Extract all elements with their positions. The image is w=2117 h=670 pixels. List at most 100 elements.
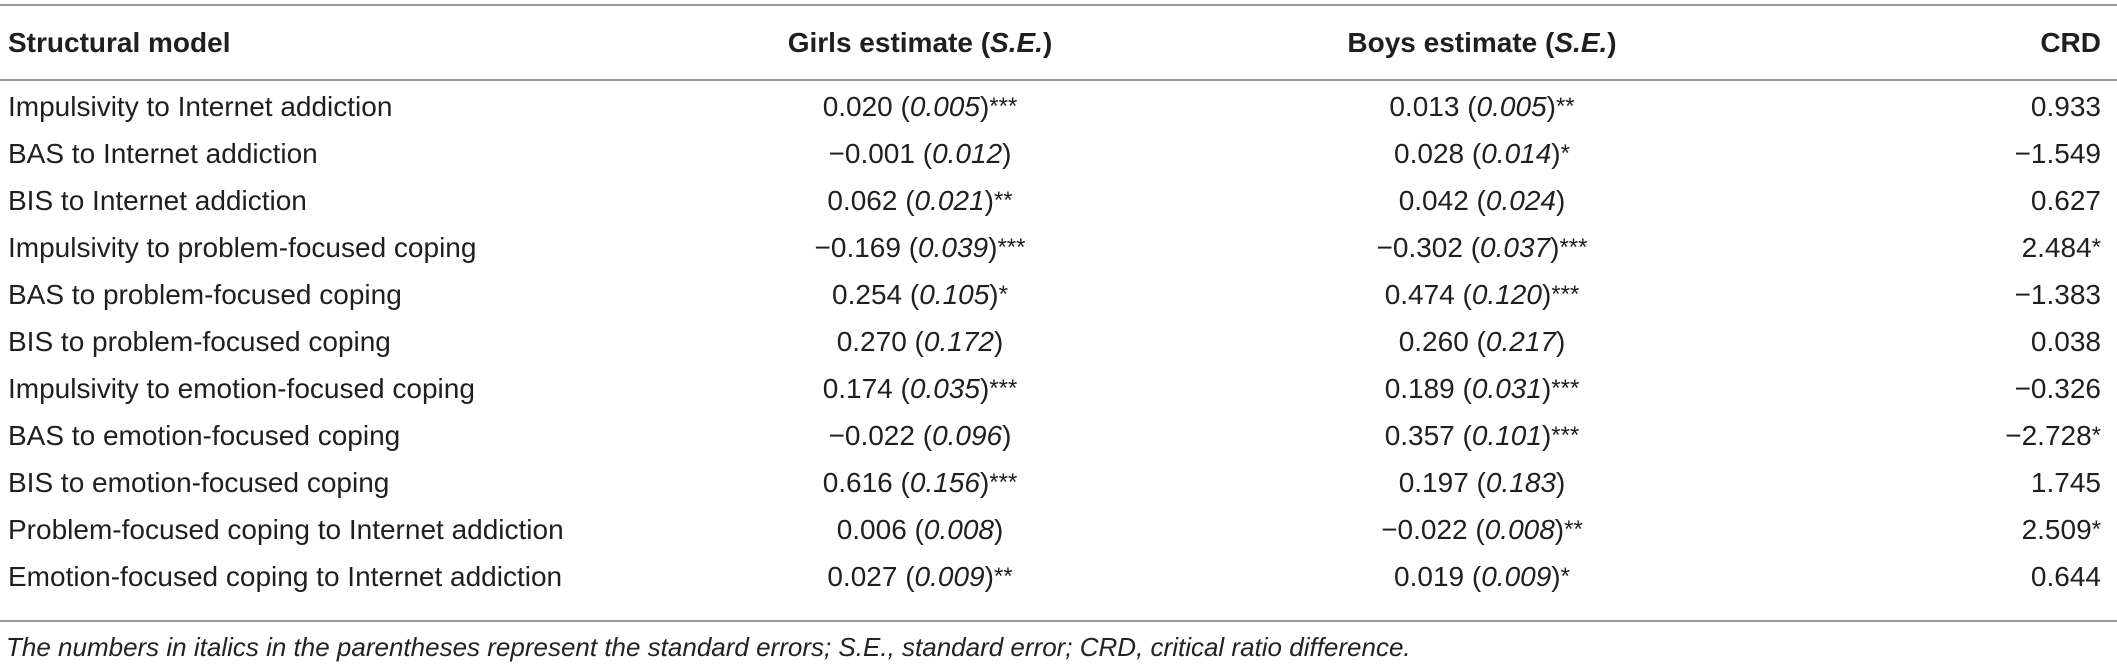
crd-value: 2.509 <box>2021 514 2092 545</box>
table-row: BAS to problem-focused coping 0.254 (0.10… <box>0 271 2117 318</box>
boys-estimate-cell: 0.042 (0.024) <box>1398 185 1566 216</box>
crd-cell: 0.038 <box>2031 318 2101 365</box>
girls-estimate-cell: −0.001 (0.012) <box>828 138 1012 169</box>
boys-estimate-cell: −0.302 (0.037)*** <box>1376 232 1588 263</box>
row-label: BAS to problem-focused coping <box>8 279 402 310</box>
crd-cell: 0.933 <box>2031 83 2101 130</box>
top-rule <box>0 4 2117 6</box>
girls-estimate: −0.022 <box>828 420 915 451</box>
boys-estimate: 0.189 <box>1384 373 1455 404</box>
girls-estimate-cell: 0.174 (0.035)*** <box>822 373 1018 404</box>
girls-estimate: 0.006 <box>836 514 907 545</box>
boys-se: 0.024 <box>1485 185 1556 216</box>
boys-significance: * <box>1560 140 1570 167</box>
crd-value: −2.728 <box>2005 420 2092 451</box>
table-footnote: The numbers in italics in the parenthese… <box>6 632 1411 662</box>
table-row: BAS to Internet addiction −0.001 (0.012) 0… <box>0 130 2117 177</box>
boys-significance: *** <box>1551 375 1580 402</box>
boys-se: 0.183 <box>1485 467 1556 498</box>
girls-significance: *** <box>989 375 1018 402</box>
table-row: BAS to emotion-focused coping −0.022 (0.0… <box>0 412 2117 459</box>
crd-cell: 1.745 <box>2031 459 2101 506</box>
boys-se: 0.014 <box>1481 138 1552 169</box>
boys-se: 0.037 <box>1480 232 1551 263</box>
boys-estimate-cell: 0.189 (0.031)*** <box>1384 373 1580 404</box>
boys-significance: ** <box>1555 93 1575 120</box>
girls-significance: *** <box>989 93 1018 120</box>
girls-se: 0.009 <box>914 561 985 592</box>
girls-estimate-cell: 0.020 (0.005)*** <box>822 91 1018 122</box>
boys-estimate-cell: −0.022 (0.008)** <box>1381 514 1583 545</box>
girls-significance: * <box>998 281 1008 308</box>
girls-significance: ** <box>993 187 1013 214</box>
girls-se: 0.012 <box>932 138 1003 169</box>
girls-estimate: −0.001 <box>828 138 915 169</box>
crd-value: −0.326 <box>2014 373 2101 404</box>
boys-significance: *** <box>1551 281 1580 308</box>
bottom-rule <box>0 620 2117 622</box>
boys-estimate: 0.197 <box>1398 467 1469 498</box>
table-row: Impulsivity to Internet addiction 0.020 (… <box>0 83 2117 130</box>
girls-se: 0.005 <box>909 91 980 122</box>
table-header: Structural model Girls estimate (S.E.) B… <box>0 18 2117 68</box>
boys-estimate-cell: 0.357 (0.101)*** <box>1384 420 1580 451</box>
boys-estimate-cell: 0.028 (0.014)* <box>1394 138 1570 169</box>
girls-estimate-cell: 0.270 (0.172) <box>836 326 1004 357</box>
boys-se: 0.101 <box>1471 420 1542 451</box>
table-row: Impulsivity to problem-focused coping −0.… <box>0 224 2117 271</box>
boys-se: 0.008 <box>1484 514 1555 545</box>
crd-significance: * <box>2091 422 2101 449</box>
crd-cell: −1.549 <box>2015 130 2101 177</box>
girls-se: 0.039 <box>918 232 989 263</box>
boys-estimate: 0.019 <box>1394 561 1465 592</box>
girls-estimate: 0.254 <box>832 279 903 310</box>
girls-significance: *** <box>997 234 1026 261</box>
girls-estimate: 0.027 <box>827 561 898 592</box>
crd-cell: −2.728* <box>2005 412 2101 459</box>
girls-se: 0.172 <box>923 326 994 357</box>
girls-estimate-cell: −0.022 (0.096) <box>828 420 1012 451</box>
girls-estimate: 0.062 <box>827 185 898 216</box>
row-label: Problem-focused coping to Internet addic… <box>8 514 564 545</box>
boys-se: 0.005 <box>1476 91 1547 122</box>
row-label: BIS to problem-focused coping <box>8 326 391 357</box>
girls-se: 0.008 <box>923 514 994 545</box>
boys-estimate-cell: 0.019 (0.009)* <box>1394 561 1570 592</box>
girls-se: 0.021 <box>914 185 985 216</box>
boys-estimate-cell: 0.474 (0.120)*** <box>1384 279 1580 310</box>
boys-significance: *** <box>1559 234 1588 261</box>
row-label: Impulsivity to problem-focused coping <box>8 232 477 263</box>
girls-significance: *** <box>989 469 1018 496</box>
crd-value: −1.383 <box>2014 279 2101 310</box>
girls-estimate: 0.616 <box>822 467 893 498</box>
boys-estimate: 0.357 <box>1384 420 1455 451</box>
girls-se: 0.156 <box>909 467 980 498</box>
crd-cell: −1.383 <box>2015 271 2101 318</box>
crd-significance: * <box>2091 234 2101 261</box>
header-girls-estimate: Girls estimate (S.E.) <box>787 27 1053 58</box>
boys-estimate: 0.013 <box>1389 91 1460 122</box>
table-row: BIS to Internet addiction 0.062 (0.021)**… <box>0 177 2117 224</box>
crd-value: 0.644 <box>2030 561 2101 592</box>
boys-estimate: 0.474 <box>1384 279 1455 310</box>
header-crd: CRD <box>2040 27 2101 58</box>
crd-value: 0.627 <box>2030 185 2101 216</box>
crd-cell: 2.509* <box>2022 506 2101 553</box>
crd-value: 1.745 <box>2030 467 2101 498</box>
table-row: BIS to problem-focused coping 0.270 (0.17… <box>0 318 2117 365</box>
girls-estimate-cell: 0.062 (0.021)** <box>827 185 1013 216</box>
crd-value: 2.484 <box>2021 232 2092 263</box>
girls-estimate-cell: 0.006 (0.008) <box>836 514 1004 545</box>
table-row: Problem-focused coping to Internet addic… <box>0 506 2117 553</box>
row-label: BIS to Internet addiction <box>8 185 307 216</box>
row-label: BIS to emotion-focused coping <box>8 467 390 498</box>
girls-significance: ** <box>993 563 1013 590</box>
crd-value: 0.038 <box>2030 326 2101 357</box>
row-label: BAS to emotion-focused coping <box>8 420 401 451</box>
girls-se: 0.096 <box>932 420 1003 451</box>
boys-se: 0.217 <box>1485 326 1556 357</box>
boys-se: 0.031 <box>1471 373 1542 404</box>
crd-cell: −0.326 <box>2015 365 2101 412</box>
header-structural-model: Structural model <box>8 27 231 58</box>
boys-estimate: 0.042 <box>1398 185 1469 216</box>
